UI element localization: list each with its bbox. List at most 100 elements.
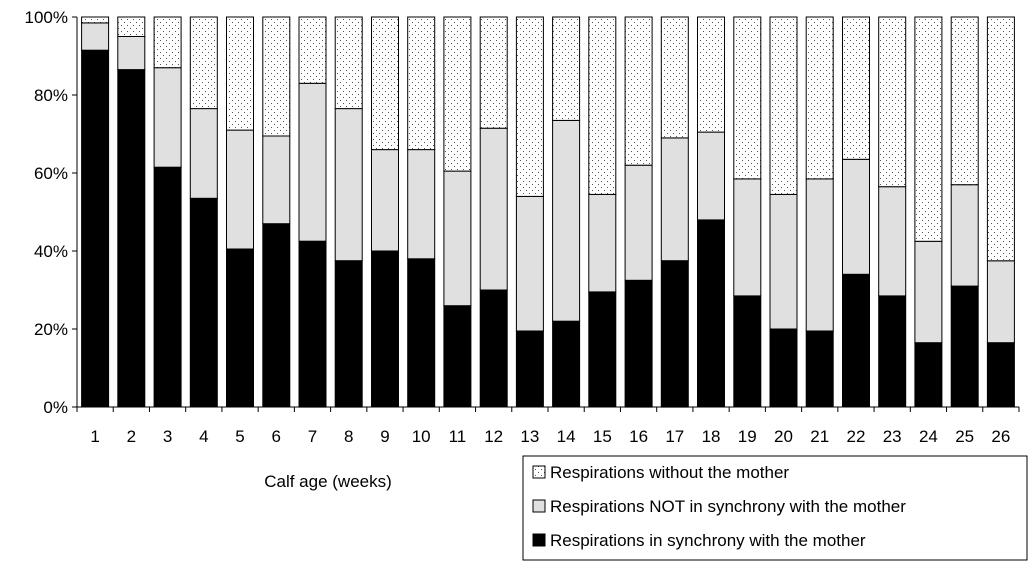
x-tick-label: 5 — [235, 427, 244, 446]
bar-not-synchrony-week-20 — [769, 193, 798, 330]
legend-label-without: Respirations without the mother — [550, 463, 789, 482]
bar-synchrony-week-14 — [552, 320, 581, 408]
bar-without-week-24 — [914, 16, 943, 242]
bar-without-week-1 — [81, 16, 110, 24]
bar-not-synchrony-week-18 — [697, 131, 725, 221]
bar-without-week-20 — [769, 16, 798, 195]
bar-without-week-14 — [552, 16, 581, 121]
bar-without-week-13 — [515, 16, 544, 197]
x-tick-label: 18 — [702, 427, 721, 446]
bar-synchrony-week-21 — [805, 330, 834, 408]
y-tick-label: 40% — [34, 242, 68, 261]
bar-not-synchrony-week-15 — [588, 193, 617, 293]
x-tick-label: 24 — [919, 427, 938, 446]
bar-not-synchrony-week-26 — [986, 260, 1015, 344]
bar-without-week-22 — [842, 16, 870, 160]
bar-without-week-19 — [733, 16, 762, 180]
y-tick-label: 0% — [43, 398, 68, 417]
bar-not-synchrony-week-25 — [950, 184, 979, 287]
x-tick-label: 26 — [991, 427, 1010, 446]
bar-not-synchrony-week-2 — [117, 36, 146, 71]
bar-synchrony-week-3 — [153, 166, 182, 408]
bar-not-synchrony-week-6 — [262, 135, 291, 225]
x-tick-label: 23 — [883, 427, 902, 446]
x-tick-label: 13 — [520, 427, 539, 446]
x-tick-label: 1 — [90, 427, 99, 446]
x-tick-label: 4 — [199, 427, 208, 446]
bar-synchrony-week-6 — [262, 223, 291, 408]
bar-not-synchrony-week-22 — [842, 158, 870, 275]
bar-without-week-26 — [986, 16, 1015, 262]
x-tick-label: 15 — [593, 427, 612, 446]
x-tick-label: 6 — [272, 427, 281, 446]
bar-without-week-17 — [660, 16, 689, 139]
bar-synchrony-week-12 — [479, 289, 508, 408]
bar-without-week-3 — [153, 16, 182, 69]
bar-not-synchrony-week-16 — [624, 164, 653, 281]
bar-without-week-5 — [226, 16, 254, 131]
bar-without-week-9 — [371, 16, 399, 151]
legend-label-not-synchrony: Respirations NOT in synchrony with the m… — [550, 497, 906, 516]
bar-without-week-4 — [189, 16, 218, 110]
bar-not-synchrony-week-11 — [443, 170, 472, 307]
bar-synchrony-week-22 — [842, 273, 870, 408]
bar-synchrony-week-11 — [443, 305, 472, 408]
bar-not-synchrony-week-7 — [298, 82, 327, 242]
bar-without-week-10 — [407, 16, 436, 151]
bar-synchrony-week-13 — [515, 330, 544, 408]
bar-without-week-6 — [262, 16, 291, 137]
x-tick-label: 19 — [738, 427, 757, 446]
bar-synchrony-week-20 — [769, 328, 798, 408]
bar-synchrony-week-1 — [81, 49, 110, 408]
legend-swatch-not-synchrony — [532, 499, 546, 513]
bar-synchrony-week-24 — [914, 342, 943, 408]
legend-swatch-without — [532, 465, 546, 479]
bar-not-synchrony-week-3 — [153, 67, 182, 168]
bars-group — [81, 16, 1015, 408]
bar-without-week-15 — [588, 16, 617, 195]
bar-not-synchrony-week-19 — [733, 178, 762, 297]
x-tick-label: 14 — [557, 427, 576, 446]
bar-not-synchrony-week-9 — [371, 149, 399, 252]
bar-not-synchrony-week-8 — [334, 108, 363, 262]
y-tick-label: 80% — [34, 86, 68, 105]
bar-not-synchrony-week-14 — [552, 119, 581, 322]
x-tick-label: 11 — [449, 427, 467, 446]
x-tick-label: 10 — [412, 427, 431, 446]
x-tick-label: 12 — [484, 427, 503, 446]
bar-without-week-25 — [950, 16, 979, 186]
bar-not-synchrony-week-21 — [805, 178, 834, 332]
bar-without-week-11 — [443, 16, 472, 172]
bar-synchrony-week-23 — [878, 295, 907, 408]
axes-group — [72, 16, 1020, 412]
legend-swatch-synchrony — [532, 533, 546, 547]
x-tick-label: 20 — [774, 427, 793, 446]
y-tick-label: 20% — [34, 320, 68, 339]
bar-synchrony-week-4 — [189, 197, 218, 408]
legend-label-synchrony: Respirations in synchrony with the mothe… — [550, 531, 866, 550]
x-tick-label: 3 — [163, 427, 172, 446]
tick-labels-group: 0%20%40%60%80%100%1 2 3 4 5 6 7 8 9 10 11 12 13 14 15 1… — [25, 8, 1011, 446]
bar-not-synchrony-week-12 — [479, 127, 508, 291]
bar-without-week-7 — [298, 16, 327, 84]
bar-without-week-18 — [697, 16, 725, 133]
bar-not-synchrony-week-24 — [914, 240, 943, 344]
bar-not-synchrony-week-13 — [515, 195, 544, 332]
x-tick-label: 16 — [629, 427, 648, 446]
bar-synchrony-week-5 — [226, 248, 254, 408]
bar-synchrony-week-10 — [407, 258, 436, 408]
bar-synchrony-week-2 — [117, 69, 146, 408]
x-tick-label: 8 — [344, 427, 353, 446]
bar-synchrony-week-15 — [588, 291, 617, 408]
legend-box — [522, 455, 1028, 561]
bar-synchrony-week-8 — [334, 260, 363, 408]
bar-without-week-8 — [334, 16, 363, 110]
x-tick-label: 21 — [810, 427, 829, 446]
y-tick-label: 60% — [34, 164, 68, 183]
x-tick-label: 2 — [127, 427, 136, 446]
bar-synchrony-week-25 — [950, 285, 979, 408]
bar-not-synchrony-week-17 — [660, 137, 689, 262]
bar-without-week-12 — [479, 16, 508, 129]
bar-synchrony-week-16 — [624, 279, 653, 408]
